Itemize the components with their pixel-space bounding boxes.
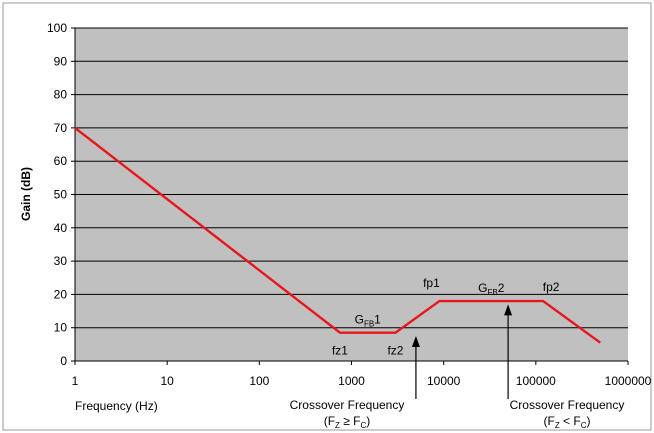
y-tick-label: 90: [54, 54, 68, 68]
y-tick-label: 0: [60, 354, 67, 368]
annotations: Crossover Frequency (FZ ≥ FC) Crossover Fr…: [290, 304, 625, 430]
segment-label-gfb1: GFB1: [355, 313, 382, 329]
y-tick-label: 100: [47, 21, 67, 35]
annotation-label-line2: (FZ ≥ FC): [324, 414, 371, 430]
y-tick-label: 80: [54, 88, 68, 102]
y-tick-label: 40: [54, 221, 68, 235]
point-label-fz2: fz2: [387, 344, 403, 358]
x-tick-label: 1000: [338, 374, 365, 388]
x-tick-label: 1: [72, 374, 79, 388]
x-tick-label: 100: [249, 374, 269, 388]
point-label-fz1: fz1: [332, 344, 348, 358]
y-tick-label: 30: [54, 254, 68, 268]
annotation-label-line2: (FZ < FC): [543, 414, 590, 430]
x-tick-label: 1000000: [605, 374, 652, 388]
y-axis-ticks: 0 10 20 30 40 50 60 70 80 90 100: [47, 21, 75, 368]
point-labels: fz1 fz2 fp1 fp2: [332, 276, 560, 358]
annotation-arrowhead: [504, 304, 513, 316]
y-tick-label: 70: [54, 121, 68, 135]
y-tick-label: 60: [54, 154, 68, 168]
gain-curve-line: [74, 126, 601, 344]
annotation-label-line1: Crossover Frequency: [290, 398, 405, 412]
y-tick-label: 10: [54, 321, 68, 335]
gridlines: [75, 27, 628, 329]
x-tick-label: 10: [160, 374, 174, 388]
series-layer: [74, 126, 601, 344]
x-axis-ticks: 1 10 100 1000 10000 100000 1000000: [72, 361, 652, 388]
point-label-fp1: fp1: [423, 276, 440, 290]
segment-labels: GFB1 GFB2: [355, 281, 505, 329]
x-tick-label: 10000: [427, 374, 461, 388]
segment-label-gfb2: GFB2: [478, 281, 505, 297]
y-axis-title: Gain (dB): [19, 167, 33, 221]
annotation-label-line1: Crossover Frequency: [510, 398, 625, 412]
point-label-fp2: fp2: [543, 280, 560, 294]
y-tick-label: 50: [54, 188, 68, 202]
x-tick-label: 100000: [516, 374, 556, 388]
annotation-arrowhead: [411, 336, 420, 348]
x-axis-title: Frequency (Hz): [75, 399, 158, 413]
y-tick-label: 20: [54, 287, 68, 301]
